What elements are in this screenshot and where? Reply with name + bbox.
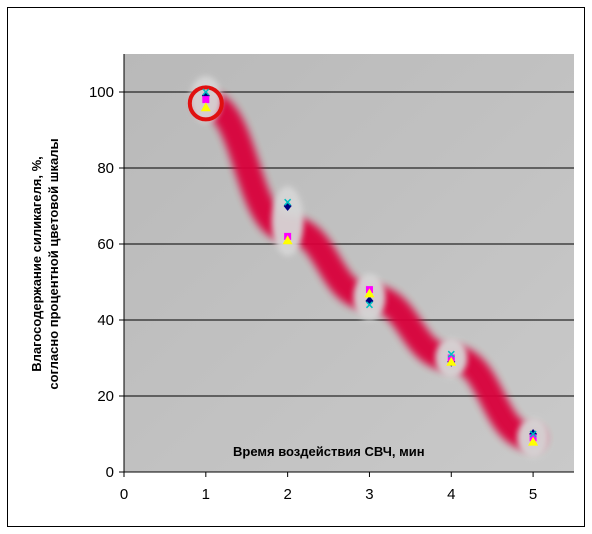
x-marker bbox=[365, 301, 373, 309]
square-marker bbox=[202, 96, 210, 104]
axes bbox=[119, 54, 574, 477]
point-halo bbox=[271, 186, 304, 257]
data-markers bbox=[200, 88, 539, 446]
y-axis-title-line-1: Влагосодержание силикагеля, %, bbox=[29, 156, 44, 372]
y-tick-label: 80 bbox=[97, 160, 114, 177]
highlight-ring bbox=[187, 85, 224, 122]
y-tick-label: 40 bbox=[97, 312, 114, 329]
x-tick-label: 0 bbox=[120, 486, 128, 503]
x-axis-title: Время воздействия СВЧ, мин bbox=[233, 444, 425, 459]
triangle-marker bbox=[200, 102, 211, 112]
y-tick-label: 0 bbox=[106, 464, 114, 481]
x-tick-label: 3 bbox=[365, 486, 373, 503]
x-tick-label: 2 bbox=[283, 486, 291, 503]
triangle-marker bbox=[282, 235, 293, 245]
y-axis-title-line-2: согласно процентной цветовой шкалы bbox=[46, 138, 61, 389]
x-marker bbox=[447, 350, 455, 358]
triangle-marker bbox=[364, 288, 375, 298]
tick-labels: 0 20 40 60 80 100 0 1 2 3 4 5 bbox=[89, 84, 537, 503]
x-tick-label: 4 bbox=[447, 486, 455, 503]
x-tick-label: 5 bbox=[529, 486, 537, 503]
triangle-marker bbox=[528, 436, 539, 446]
x-tick-label: 1 bbox=[202, 486, 210, 503]
y-tick-label: 100 bbox=[89, 84, 114, 101]
y-tick-label: 20 bbox=[97, 388, 114, 405]
chart-frame: 0 20 40 60 80 100 0 1 2 3 4 5 Время воздействия СВЧ… bbox=[7, 7, 585, 527]
x-marker bbox=[202, 88, 210, 96]
y-tick-label: 60 bbox=[97, 236, 114, 253]
x-marker bbox=[529, 430, 537, 438]
scatter-chart: 0 20 40 60 80 100 0 1 2 3 4 5 Время воздействия СВЧ… bbox=[29, 54, 574, 503]
x-marker bbox=[284, 198, 292, 206]
triangle-marker bbox=[446, 356, 457, 366]
